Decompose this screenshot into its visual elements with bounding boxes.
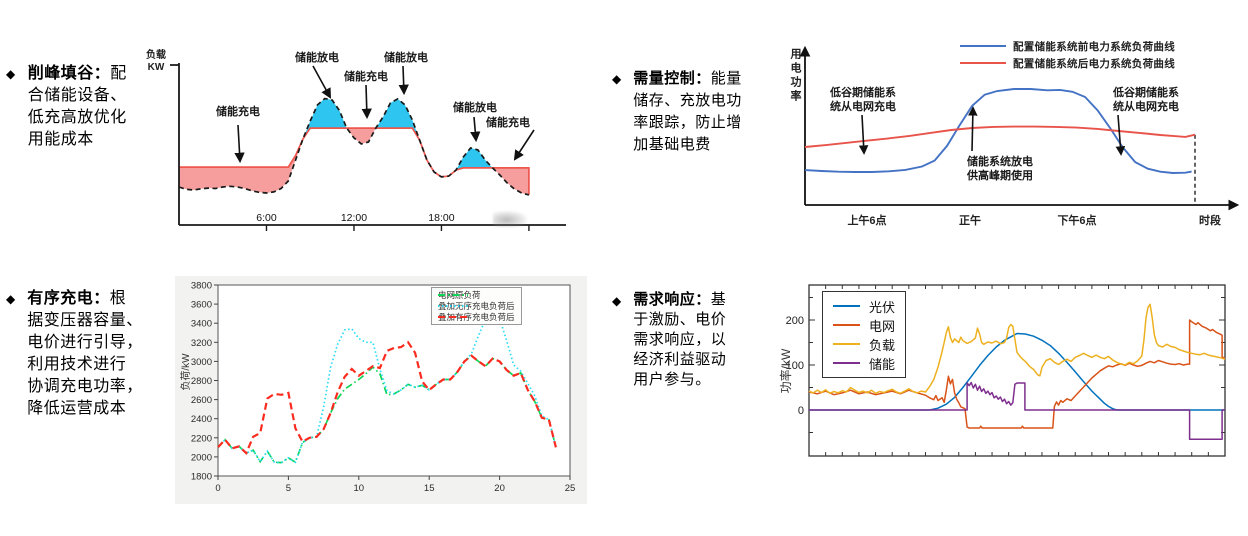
bullet-body: 能量 储存、充放电功 率跟踪，防止增 加基础电费 [633,70,742,153]
svg-text:15: 15 [424,483,435,494]
legend-label: 叠加无序充电负荷后 [438,301,515,311]
legend-item: 叠加有序充电负荷后 [438,312,515,322]
svg-text:6:00: 6:00 [256,212,277,224]
chart-demand-control: 用电功率 配置储能系统前电力系统负荷曲线 配置储能系统后电力系统负荷曲线 上午6点… [780,30,1248,235]
legend-item: 储能 [833,355,896,372]
legend-line-swatch [438,305,468,307]
bullet-title: 需求响应： [633,291,711,308]
chart-annotation: 储能放电 [453,102,497,114]
chart-annotation: 储能放电 [295,52,339,64]
x-axis-label: 上午6点 [847,215,887,227]
chart-peak-shaving: 负载 KW 6:00 12:00 18:00 储能充电 储能放电 储能充电 储能放电 储能放电… [140,30,580,245]
y-axis-label: 用电功率 [789,48,801,104]
chart-demand-response: 光伏电网负载储能 0 100 200 功率/kW [775,276,1248,508]
y-axis-label: 负载 KW [146,50,166,73]
bullet-body: 基 于激励、电价 需求响应，以 经济利益驱动 用户参与。 [633,291,727,388]
chart-orderly-charging: 电网原负荷 叠加无序充电负荷后 叠加有序充电负荷后 0 5 10 15 20 25 1800 20… [175,276,587,504]
legend-item: 电网 [833,317,896,334]
legend-label: 配置储能系统前电力系统负荷曲线 [1013,40,1175,53]
legend-line-swatch [438,316,468,318]
bullet-title: 削峰填谷： [27,65,111,82]
svg-text:18:00: 18:00 [428,212,454,224]
svg-text:2200: 2200 [191,433,212,444]
svg-text:3200: 3200 [191,338,212,349]
bullet-text: 需量控制：能量 储存、充放电功 率跟踪，防止增 加基础电费 [633,68,742,156]
legend-item: 电网原负荷 [438,290,515,300]
legend-line-swatch [833,343,860,345]
bullet-diamond-icon: ◆ [612,72,622,86]
legend-line-swatch [833,324,860,326]
dr-legend: 光伏 电网 负载 储能 [822,291,907,378]
legend-label: 负载 [869,337,896,353]
legend-label: 光伏 [869,299,896,315]
chart-annotation: 储能充电 [486,117,530,129]
legend-line-swatch [438,294,468,296]
legend-label: 电网 [869,318,896,334]
legend-label: 储能 [869,356,896,372]
bullet-text: 有序充电：根 据变压器容量、 电价进行引导， 利用技术进行 协调充电功率， 降低… [27,288,143,420]
bullet-diamond-icon: ◆ [6,67,16,81]
bullet-body: 配 合储能设备、 低充高放优化 用能成本 [27,65,127,148]
demand-legend: 配置储能系统前电力系统负荷曲线 配置储能系统后电力系统负荷曲线 [960,38,1175,71]
bullet-diamond-icon: ◆ [612,294,622,308]
svg-text:0: 0 [215,483,220,494]
svg-text:25: 25 [565,483,576,494]
svg-text:2000: 2000 [191,452,212,463]
orderly-legend: 电网原负荷 叠加无序充电负荷后 叠加有序充电负荷后 [431,287,522,325]
legend-line-swatch [960,45,1006,47]
legend-item: 光伏 [833,298,896,315]
x-axis-label: 下午6点 [1057,215,1097,227]
svg-text:0: 0 [798,405,804,417]
bullet-orderly-charging: ◆ 有序充电：根 据变压器容量、 电价进行引导， 利用技术进行 协调充电功率， … [6,288,186,420]
bullet-body: 根 据变压器容量、 电价进行引导， 利用技术进行 协调充电功率， 降低运营成本 [27,290,143,417]
legend-line-swatch [833,305,860,307]
chart-annotation: 储能充电 [216,106,260,118]
legend-label: 配置储能系统后电力系统负荷曲线 [1013,57,1175,70]
bullet-demand-control: ◆ 需量控制：能量 储存、充放电功 率跟踪，防止增 加基础电费 [612,68,792,156]
svg-text:2600: 2600 [191,395,212,406]
bullet-diamond-icon: ◆ [6,292,16,306]
legend-item: 叠加无序充电负荷后 [438,301,515,311]
svg-text:100: 100 [786,360,804,372]
svg-text:200: 200 [786,315,804,327]
smudge-artifact [493,211,527,227]
x-axis-label: 时段 [1199,215,1221,227]
legend-label: 叠加有序充电负荷后 [438,312,515,322]
svg-text:3800: 3800 [191,281,212,292]
svg-text:3400: 3400 [191,319,212,330]
bullet-peak-shaving: ◆ 削峰填谷：配 合储能设备、 低充高放优化 用能成本 [6,63,176,151]
svg-text:2800: 2800 [191,376,212,387]
legend-item: 配置储能系统后电力系统负荷曲线 [960,55,1175,71]
legend-line-swatch [960,62,1006,64]
chart-annotation: 低谷期储能系 统从电网充电 [830,87,896,114]
svg-text:12:00: 12:00 [341,212,367,224]
svg-text:负荷/kW: 负荷/kW [179,353,192,391]
svg-text:3600: 3600 [191,300,212,311]
svg-text:5: 5 [286,483,291,494]
bullet-text: 削峰填谷：配 合储能设备、 低充高放优化 用能成本 [28,63,127,151]
bullet-title: 有序充电： [27,290,110,307]
chart-annotation: 低谷期储能系 统从电网充电 [1113,87,1179,114]
x-axis-label: 正午 [959,215,981,227]
chart-annotation: 储能放电 [384,52,428,64]
svg-text:2400: 2400 [191,414,212,425]
legend-line-swatch [833,362,860,364]
legend-item: 配置储能系统前电力系统负荷曲线 [960,38,1175,54]
bullet-title: 需量控制： [633,70,711,87]
legend-item: 负载 [833,336,896,353]
bullet-text: 需求响应：基 于激励、电价 需求响应，以 经济利益驱动 用户参与。 [633,290,726,390]
svg-text:1800: 1800 [191,472,212,483]
chart-annotation: 储能充电 [344,71,388,83]
svg-text:10: 10 [354,483,365,494]
bullet-demand-response: ◆ 需求响应：基 于激励、电价 需求响应，以 经济利益驱动 用户参与。 [612,290,787,390]
svg-text:20: 20 [494,483,505,494]
svg-text:功率/kW: 功率/kW [778,348,793,393]
svg-text:3000: 3000 [191,357,212,368]
chart-annotation: 储能系统放电 供高峰期使用 [967,156,1033,183]
